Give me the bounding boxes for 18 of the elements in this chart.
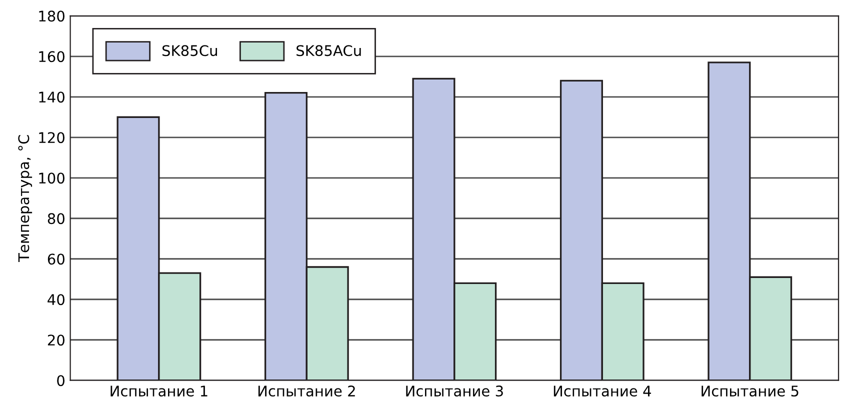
legend-label: SK85ACu: [296, 45, 361, 56]
x-tick-label: Испытание 2: [258, 386, 355, 397]
y-tick-label: 140: [39, 92, 64, 103]
y-tick-label: 100: [39, 172, 64, 184]
legend-label: SK85Cu: [162, 45, 217, 56]
y-tick-label: 40: [48, 294, 64, 306]
y-axis-title: Температура, °C: [18, 135, 32, 262]
y-tick-label: 20: [48, 334, 64, 346]
y-tick-label: 120: [39, 132, 64, 144]
x-tick-label: Испытание 4: [554, 386, 651, 397]
y-tick-label: 60: [48, 254, 64, 265]
y-tick-label: 80: [48, 213, 64, 224]
y-tick-label: 180: [39, 10, 64, 22]
y-tick-label: 0: [57, 375, 64, 386]
x-tick-label: Испытание 3: [406, 386, 503, 397]
x-tick-label: Испытание 5: [702, 386, 798, 397]
y-tick-label: 160: [39, 51, 64, 62]
x-tick-label: Испытание 1: [110, 386, 208, 397]
